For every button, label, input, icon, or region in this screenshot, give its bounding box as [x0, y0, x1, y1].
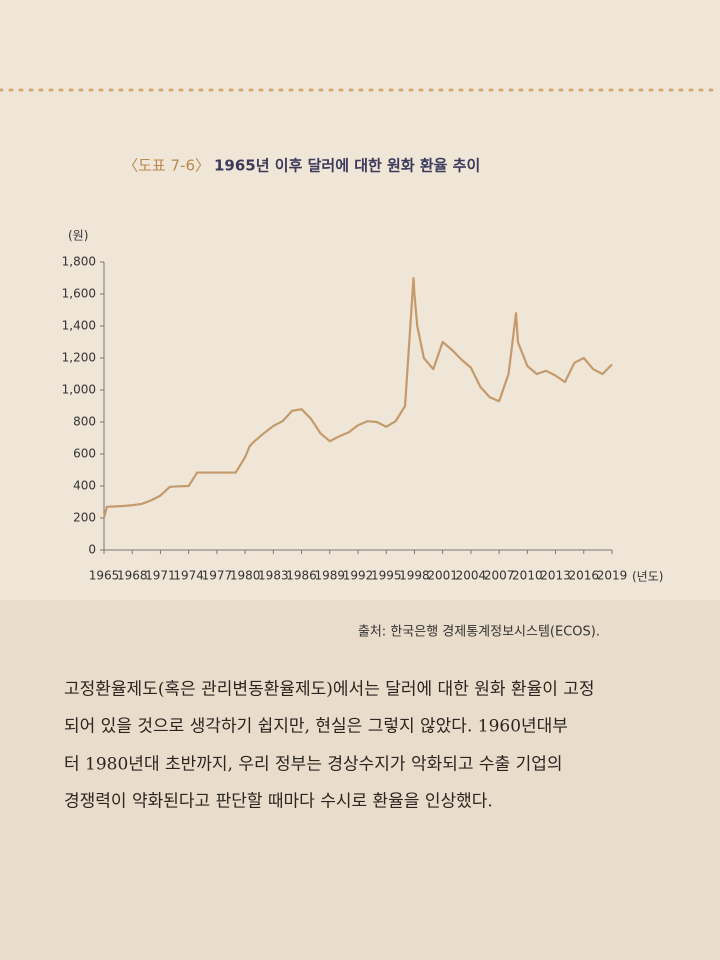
x-tick-label: 1965 [89, 569, 120, 583]
x-tick-label: 1983 [258, 569, 289, 583]
y-tick-label: 0 [88, 543, 96, 557]
x-tick-label: 1998 [399, 569, 430, 583]
x-tick-label: 1989 [315, 569, 346, 583]
x-tick-label: 2013 [540, 569, 571, 583]
x-tick-label: 2007 [484, 569, 515, 583]
y-tick-label: 1,000 [62, 383, 96, 397]
x-tick-label: 2019 [597, 569, 628, 583]
x-tick-label: 1968 [117, 569, 148, 583]
y-tick-label: 1,200 [62, 351, 96, 365]
y-tick-label: 1,800 [62, 255, 96, 269]
x-tick-label: 1971 [145, 569, 176, 583]
y-tick-label: 800 [73, 415, 96, 429]
figure-label: 〈도표 7-6〉 [123, 157, 210, 175]
y-tick-label: 400 [73, 479, 96, 493]
x-tick-label: 2016 [569, 569, 600, 583]
y-tick-label: 1,600 [62, 287, 96, 301]
y-tick-label: 200 [73, 511, 96, 525]
body-line: 경쟁력이 약화된다고 판단할 때마다 수시로 환율을 인상했다. [64, 792, 493, 812]
body-line: 되어 있을 것으로 생각하기 쉽지만, 현실은 그렇지 않았다. 1960년대부 [64, 717, 568, 737]
y-axis-label: (원) [68, 229, 88, 243]
body-line: 터 1980년대 초반까지, 우리 정부는 경상수지가 악화되고 수출 기업의 [64, 755, 563, 775]
x-tick-label: 1980 [230, 569, 261, 583]
x-tick-label: 1974 [173, 569, 204, 583]
body-line: 고정환율제도(혹은 관리변동환율제도)에서는 달러에 대한 원화 환율이 고정 [64, 680, 595, 700]
x-tick-label: 1986 [286, 569, 317, 583]
y-tick-label: 600 [73, 447, 96, 461]
x-tick-label: 2004 [456, 569, 487, 583]
x-tick-label: 1995 [371, 569, 402, 583]
x-tick-label: 2001 [427, 569, 458, 583]
chart-panel [0, 0, 720, 600]
chart-title: 1965년 이후 달러에 대한 원화 환율 추이 [214, 157, 480, 175]
y-tick-label: 1,400 [62, 319, 96, 333]
x-tick-label: 2010 [512, 569, 543, 583]
x-tick-label: 1992 [343, 569, 374, 583]
x-axis-label: (년도) [632, 570, 663, 584]
series-line [102, 276, 613, 519]
x-tick-label: 1977 [202, 569, 233, 583]
source: 출처: 한국은행 경제통계정보시스템(ECOS). [358, 624, 600, 640]
